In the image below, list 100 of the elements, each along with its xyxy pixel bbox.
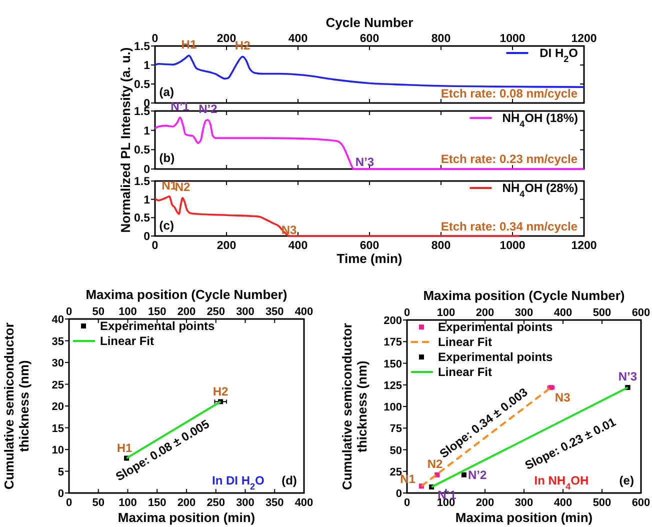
x2-axis-title: Maxima position (Cycle Number) [423,288,625,303]
y-tick-label: 25 [390,466,402,478]
x-tick-label: 1000 [500,240,526,252]
x-tick-label: 500 [592,307,612,319]
x2-tick-label: 0 [66,497,72,509]
x-tick-label: 100 [436,307,456,319]
y-tick-label: 0 [144,231,150,243]
x2-tick-label: 600 [360,33,380,45]
y-tick-label: 1.5 [134,176,151,188]
annotation: N’3 [618,369,638,384]
legend-label: Linear Fit [438,335,492,349]
x2-tick-label: 500 [592,497,612,509]
x-tick-label: 300 [514,307,534,319]
x2-tick-label: 200 [476,497,494,509]
annotation: (d) [282,473,297,488]
y-tick-label: 35 [52,336,64,348]
annotation: In NH$_{4}$OH [534,473,589,492]
x2-tick-label: 300 [514,497,534,509]
y-axis-title: Cumulative semiconductor thickness (nm) [2,322,32,490]
annotation: N3 [281,223,298,237]
x-tick-label: 400 [294,306,314,318]
y-tick-label: 125 [384,380,402,392]
y-tick-label: 175 [384,336,402,349]
legend-label: NH$_{4}$OH (28%) [502,181,578,199]
y-tick-label: 75 [390,423,402,436]
x-axis-title: Time (min) [336,251,402,266]
annotation: N2 [174,180,191,194]
y-tick-label: 25 [52,379,64,392]
y-tick-label: 0 [58,488,64,500]
annotation: (e) [619,473,634,488]
annotation: Etch rate: 0.08 nm/cycle [440,86,578,100]
x-tick-label: 400 [554,307,572,319]
x-tick-label: 350 [265,306,284,318]
annotation: N’3 [355,155,374,169]
y-tick-label: 0.5 [134,144,151,157]
y-tick-label: 100 [384,402,402,414]
x-tick-label: 600 [632,307,650,319]
x2-axis-title: Cycle Number [326,15,414,30]
y-tick-label: 1 [144,194,151,206]
x-tick-label: 250 [206,306,226,318]
legend-label: Linear Fit [438,365,492,379]
y-tick-label: 1 [144,125,151,138]
x-tick-label: 0 [404,307,410,319]
x-tick-label: 0 [152,240,158,252]
annotation: N’2 [468,468,487,482]
x-tick-label: 400 [288,240,308,252]
x-tick-label: 200 [476,307,494,319]
x-tick-label: 100 [118,306,137,318]
y-axis-title: Normalized PL Intensity (a. u.) [118,47,133,233]
x-tick-label: 0 [66,306,72,318]
x2-tick-label: 400 [554,497,572,509]
annotation: (b) [159,151,175,166]
y-tick-label: 5 [58,466,64,478]
x2-tick-label: 400 [294,497,314,509]
x2-tick-label: 300 [236,497,254,509]
legend-label: Experimental points [438,350,554,364]
annotation: H2 [212,384,229,399]
legend-label: NH$_{4}$OH (18%) [502,111,578,129]
legend-label: DI H$_{2}$O [540,46,578,64]
y-tick-label: 1.5 [134,106,151,118]
y-tick-label: 0 [144,164,150,176]
y-tick-label: 0.5 [134,212,151,225]
annotation: (c) [159,218,174,232]
y-tick-label: 30 [52,358,64,370]
annotation: (a) [159,85,174,100]
x-tick-label: 200 [177,306,196,318]
x2-axis-title: Maxima position (Cycle Number) [86,287,288,302]
x2-tick-label: 1200 [571,33,597,45]
annotation: N’1 [170,100,190,114]
y-tick-label: 20 [52,401,64,413]
y-tick-label: 200 [384,315,402,327]
annotation: Etch rate: 0.34 nm/cycle [440,220,578,234]
y-tick-label: 50 [390,444,402,457]
y-tick-label: 0 [396,488,402,500]
annotation: H1 [116,441,133,456]
line-series [154,196,521,237]
y-tick-label: 1 [144,60,151,72]
annotation: N2 [427,456,444,471]
y-tick-label: 15 [52,422,64,435]
x-axis-title: Maxima position (min) [455,510,593,525]
x2-tick-label: 400 [288,33,308,45]
x2-tick-label: 100 [118,497,137,509]
x-tick-label: 1200 [571,240,597,252]
x-tick-label: 600 [360,240,380,252]
legend-label: Experimental points [100,319,216,333]
annotation: N3 [554,390,571,404]
y-axis-title: Cumulative semiconductor thickness (nm) [340,323,370,490]
x2-tick-label: 800 [431,33,451,45]
x-tick-label: 50 [92,306,104,318]
y-tick-label: 10 [52,444,64,456]
annotation: In DI H$_{2}$O [212,473,264,492]
y-tick-label: 0.5 [134,79,151,91]
x2-tick-label: 0 [404,497,410,509]
annotation: Etch rate: 0.23 nm/cycle [440,152,578,166]
x2-tick-label: 200 [177,497,196,509]
x2-tick-label: 1000 [500,33,526,45]
legend-label: Linear Fit [100,334,154,348]
y-tick-label: 40 [52,314,64,326]
x2-tick-label: 0 [152,33,158,45]
x-tick-label: 200 [216,240,236,252]
